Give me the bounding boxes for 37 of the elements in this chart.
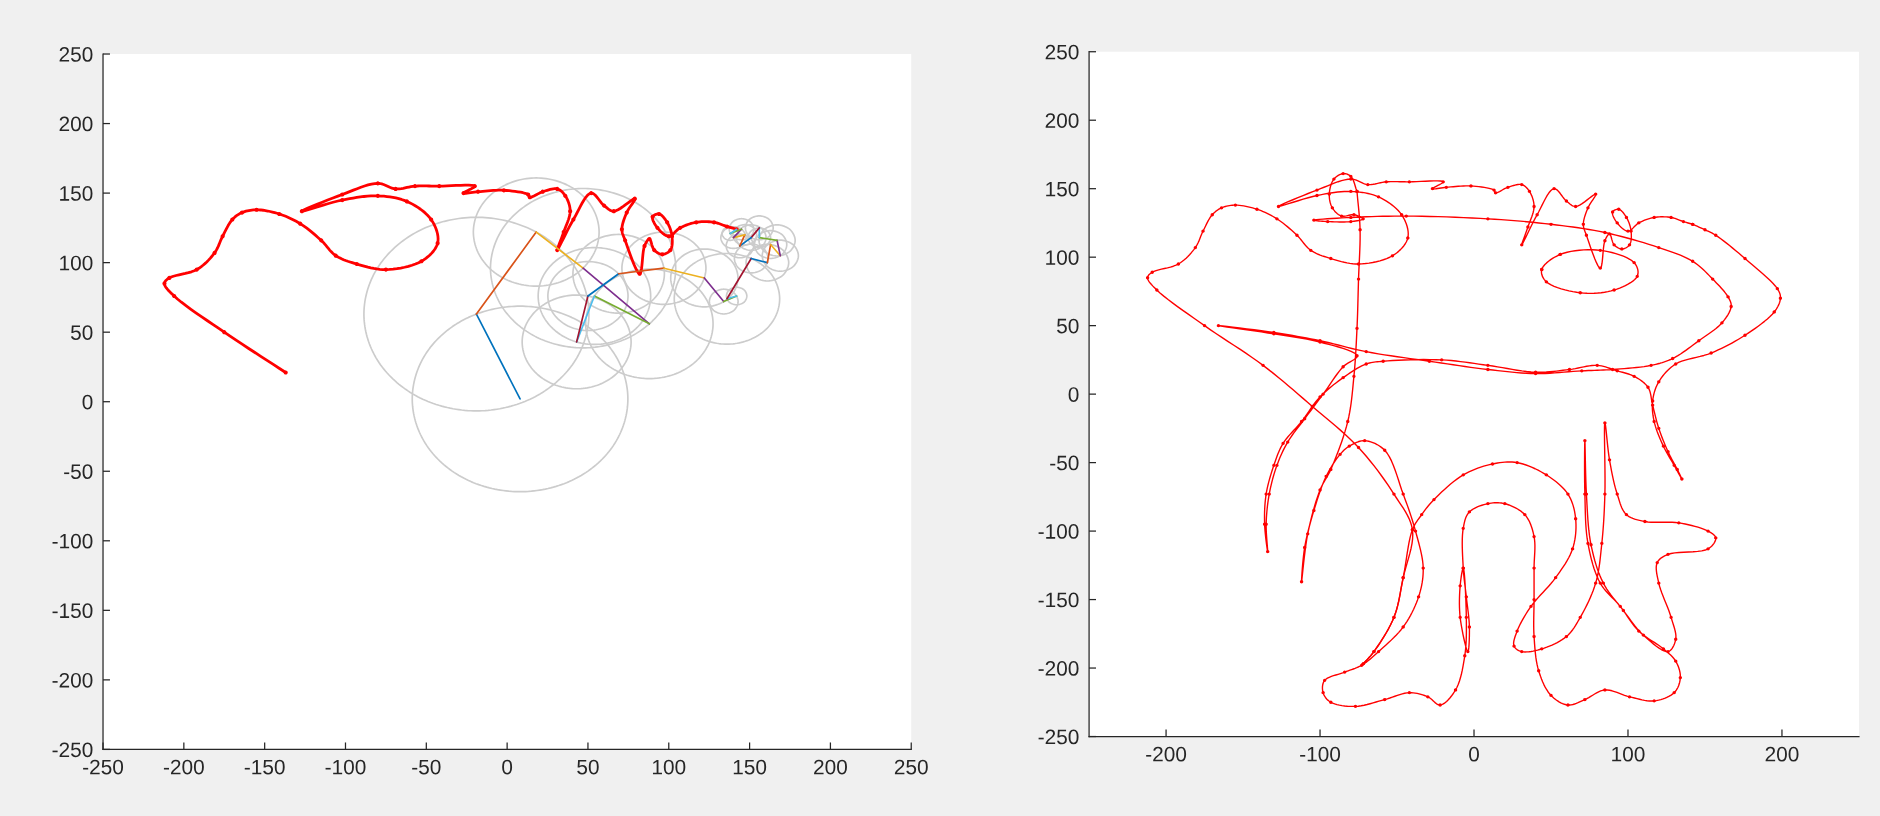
x-tick-label: -200	[163, 759, 204, 775]
y-tick-label: 150	[1046, 181, 1079, 197]
x-tick-label: 200	[814, 759, 847, 775]
y-tick-label: -50	[64, 464, 93, 480]
x-tick-label: 0	[1469, 746, 1479, 762]
y-tick-label: -100	[52, 533, 93, 549]
y-tick-label: -150	[1038, 592, 1079, 608]
x-tick-label: -100	[1300, 746, 1341, 762]
x-tick-label: 100	[1612, 746, 1645, 762]
y-tick-label: 200	[59, 116, 93, 132]
y-tick-label: 200	[1045, 113, 1079, 128]
x-tick-label: -250	[83, 759, 124, 775]
y-tick-label: -200	[1038, 661, 1079, 676]
x-tick-label: 150	[733, 759, 767, 775]
y-tick-label: 250	[1045, 44, 1079, 60]
x-tick-label: -150	[244, 759, 285, 775]
y-tick-label: 150	[60, 186, 93, 201]
x-tick-label: 200	[1765, 746, 1799, 762]
y-tick-label: 50	[70, 325, 93, 340]
y-tick-label: -200	[52, 672, 93, 688]
y-tick-label: 250	[59, 47, 93, 62]
y-tick-label: -250	[1038, 729, 1079, 745]
x-tick-label: -200	[1146, 746, 1187, 762]
y-tick-label: 0	[82, 394, 93, 410]
y-tick-label: 0	[1068, 387, 1079, 402]
x-tick-label: 100	[652, 759, 686, 775]
y-tick-label: -150	[52, 603, 93, 619]
y-tick-label: 100	[60, 255, 93, 271]
x-tick-label: 50	[577, 759, 599, 775]
y-tick-label: -50	[1050, 455, 1079, 471]
y-tick-label: -100	[1038, 524, 1079, 539]
x-tick-label: 0	[502, 759, 513, 775]
y-tick-label: 50	[1057, 318, 1079, 334]
x-tick-label: -100	[325, 759, 366, 775]
x-tick-label: 250	[894, 759, 928, 775]
x-tick-label: -50	[412, 759, 441, 775]
y-tick-label: 100	[1046, 250, 1079, 265]
